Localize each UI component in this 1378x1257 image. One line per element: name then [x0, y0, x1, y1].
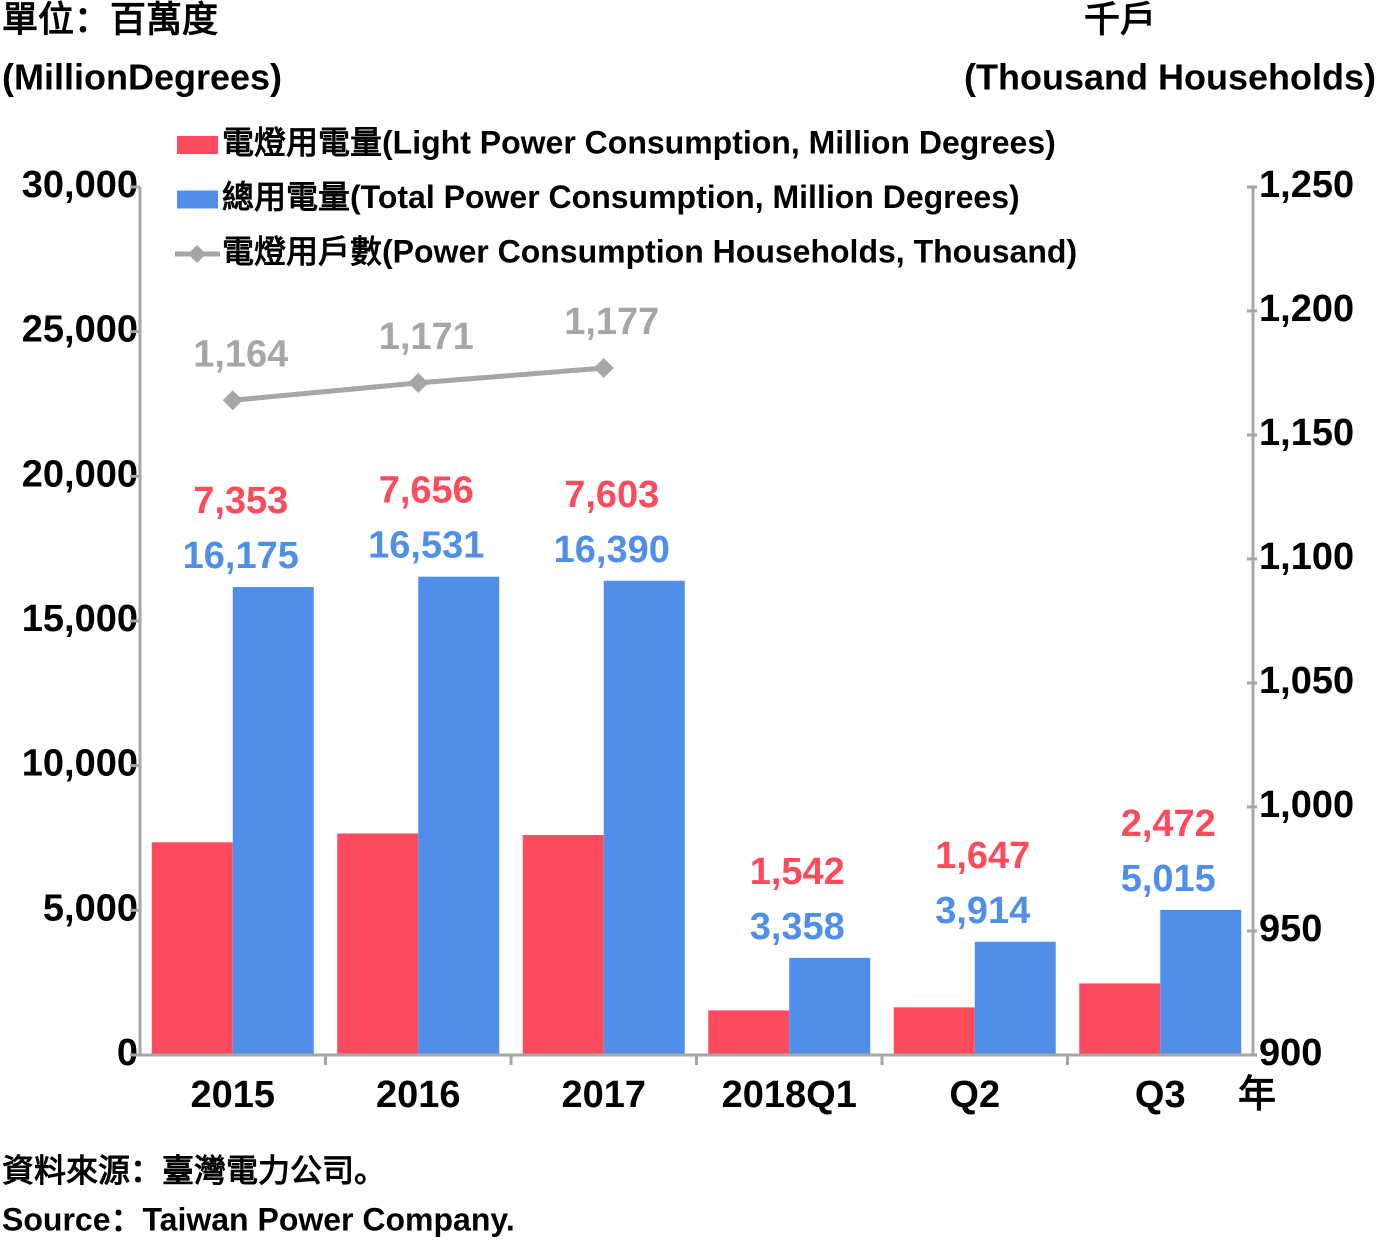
y2-tick-label: 1,150	[1259, 412, 1354, 454]
x-axis-label: 年	[1238, 1074, 1276, 1116]
data-label: 5,015	[1121, 858, 1216, 900]
x-tick-label: Q3	[1135, 1074, 1186, 1116]
y-tick-label: 5,000	[43, 887, 138, 929]
data-label: 16,390	[554, 529, 670, 571]
y-axis-label: 單位：百萬度	[2, 0, 218, 40]
y-tick-label: 25,000	[22, 309, 138, 351]
y2-axis-label: 千戶	[1084, 0, 1156, 40]
bar	[789, 957, 871, 1055]
x-tick-label: 2018Q1	[722, 1074, 857, 1116]
bar	[708, 1010, 790, 1055]
y-axis-label: (MillionDegrees)	[2, 57, 282, 98]
data-label: 1,542	[750, 851, 845, 893]
y-tick-label: 15,000	[22, 598, 138, 640]
data-label: 1,177	[564, 301, 659, 343]
line-marker	[593, 358, 614, 379]
data-label: 7,656	[379, 470, 474, 512]
x-tick-label: Q2	[949, 1074, 1000, 1116]
bar	[522, 835, 604, 1055]
bar	[974, 941, 1056, 1055]
legend-marker	[188, 245, 206, 263]
x-tick-label: 2015	[190, 1074, 275, 1116]
bar	[1079, 983, 1161, 1055]
bar	[893, 1007, 975, 1055]
x-tick-label: 2017	[561, 1074, 646, 1116]
y-tick-label: 10,000	[22, 743, 138, 785]
bar	[151, 842, 233, 1055]
legend-swatch	[177, 136, 218, 154]
y-tick-label: 20,000	[22, 453, 138, 495]
legend-label: 總用電量(Total Power Consumption, Million De…	[222, 179, 1020, 215]
legend-label: 電燈用電量(Light Power Consumption, Million D…	[222, 124, 1056, 160]
y2-axis-label: (Thousand Households)	[964, 57, 1376, 98]
y2-tick-label: 1,100	[1259, 536, 1354, 578]
y2-tick-label: 950	[1259, 908, 1322, 950]
legend-label: 電燈用戶數(Power Consumption Households, Thou…	[222, 233, 1077, 269]
bar	[1160, 909, 1242, 1055]
data-label: 1,164	[193, 333, 288, 375]
bar	[337, 833, 419, 1055]
data-label: 7,353	[193, 480, 288, 522]
y2-tick-label: 900	[1259, 1032, 1322, 1074]
data-label: 3,914	[935, 890, 1030, 932]
data-label: 7,603	[564, 474, 659, 516]
data-label: 3,358	[750, 906, 845, 948]
data-label: 2,472	[1121, 803, 1216, 845]
y2-tick-label: 1,250	[1259, 164, 1354, 206]
bar	[418, 576, 500, 1055]
source: 資料來源：臺灣電力公司。	[2, 1152, 386, 1188]
y2-tick-label: 1,000	[1259, 784, 1354, 826]
legend-swatch	[177, 190, 218, 209]
source: Source：Taiwan Power Company.	[2, 1201, 515, 1237]
y-tick-label: 30,000	[22, 164, 138, 206]
y2-tick-label: 1,200	[1259, 288, 1354, 330]
x-tick-label: 2016	[376, 1074, 461, 1116]
bar	[232, 587, 314, 1055]
bar	[603, 580, 685, 1055]
y2-tick-label: 1,050	[1259, 660, 1354, 702]
data-label: 16,531	[368, 525, 484, 567]
y-tick-label: 0	[117, 1032, 138, 1074]
data-label: 1,171	[379, 316, 474, 358]
line-marker	[222, 390, 243, 411]
line-marker	[408, 372, 429, 393]
data-label: 1,647	[935, 835, 1030, 877]
data-label: 16,175	[183, 535, 299, 577]
